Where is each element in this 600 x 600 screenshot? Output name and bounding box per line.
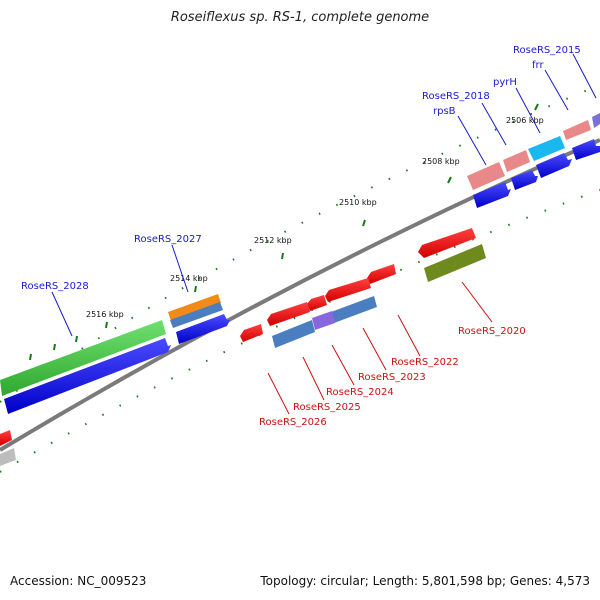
- cds-forward[interactable]: [176, 314, 230, 344]
- gene-RoseRS_2025[interactable]: [272, 320, 315, 348]
- gene-frr[interactable]: [563, 120, 591, 140]
- reverse-genes: [0, 228, 486, 466]
- gene-RoseRS_2020[interactable]: [424, 244, 486, 282]
- gene-grey[interactable]: [0, 448, 16, 466]
- tick-label: 2512 kbp: [254, 236, 292, 245]
- forward-ruler: [0, 84, 600, 403]
- gene-RoseRS_2028[interactable]: [0, 320, 166, 396]
- cds-reverse[interactable]: [267, 302, 310, 326]
- gene-RoseRS_2018[interactable]: [467, 162, 505, 190]
- label-RoseRS_2027[interactable]: RoseRS_2027: [134, 234, 202, 245]
- cds-reverse[interactable]: [0, 430, 12, 446]
- label-RoseRS_2026[interactable]: RoseRS_2026: [259, 417, 327, 428]
- tick-label: 2516 kbp: [86, 310, 124, 319]
- cds-reverse[interactable]: [307, 295, 327, 311]
- label-pyrH[interactable]: pyrH: [493, 77, 517, 88]
- tick-label: 2514 kbp: [170, 274, 208, 283]
- cds-reverse[interactable]: [367, 264, 396, 284]
- gene-RoseRS_2015[interactable]: [592, 113, 600, 128]
- gene-pyrH[interactable]: [528, 136, 565, 161]
- map-title: Roseiflexus sp. RS-1, complete genome: [170, 10, 430, 25]
- genome-summary-text: Topology: circular; Length: 5,801,598 bp…: [260, 574, 590, 588]
- accession-text: Accession: NC_009523: [10, 574, 147, 588]
- major-ticks: [29, 103, 539, 361]
- label-RoseRS_2022[interactable]: RoseRS_2022: [391, 357, 459, 368]
- label-RoseRS_2023[interactable]: RoseRS_2023: [358, 372, 426, 383]
- gene-RoseRS_2027[interactable]: [168, 294, 221, 321]
- cds-forward[interactable]: [536, 153, 572, 178]
- forward-genes: [0, 113, 600, 396]
- tick-label: 2508 kbp: [422, 157, 460, 166]
- gene-RoseRS_2022[interactable]: [331, 296, 377, 323]
- gene-RoseRS_2027b[interactable]: [170, 302, 223, 328]
- label-RoseRS_2024[interactable]: RoseRS_2024: [326, 387, 394, 398]
- cds-forward[interactable]: [473, 182, 511, 208]
- tick-label: 2506 kbp: [506, 116, 544, 125]
- label-RoseRS_2028[interactable]: RoseRS_2028: [21, 281, 89, 292]
- label-RoseRS_2020[interactable]: RoseRS_2020: [458, 326, 526, 337]
- cds-reverse[interactable]: [418, 228, 476, 258]
- gene-rpsB[interactable]: [503, 150, 530, 172]
- gene-RoseRS_2024[interactable]: [312, 311, 335, 330]
- label-RoseRS_2018[interactable]: RoseRS_2018: [422, 91, 490, 102]
- forward-cds: [4, 139, 600, 414]
- label-frr[interactable]: frr: [532, 60, 544, 71]
- label-leaders: [51, 53, 597, 415]
- label-rpsB[interactable]: rpsB: [433, 106, 456, 117]
- label-RoseRS_2025[interactable]: RoseRS_2025: [293, 402, 361, 413]
- cds-reverse[interactable]: [240, 324, 263, 342]
- cds-reverse[interactable]: [325, 278, 371, 302]
- tick-label: 2510 kbp: [339, 198, 377, 207]
- cds-forward[interactable]: [4, 338, 171, 414]
- label-RoseRS_2015[interactable]: RoseRS_2015: [513, 45, 581, 56]
- cds-forward[interactable]: [572, 139, 600, 160]
- cds-forward[interactable]: [511, 170, 538, 190]
